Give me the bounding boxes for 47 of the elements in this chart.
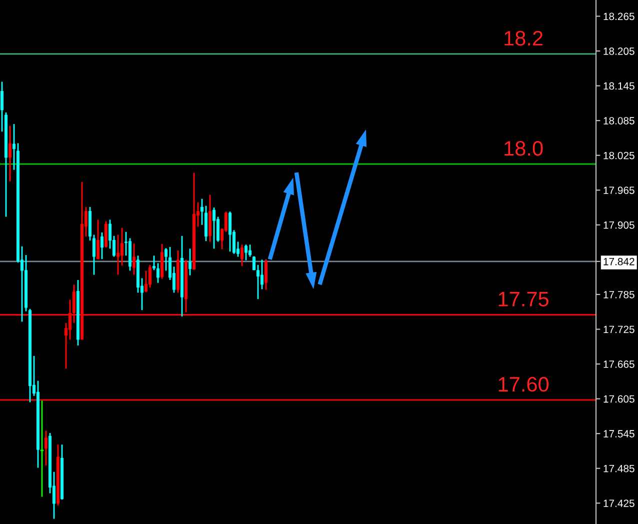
y-tick-label: 17.965 (604, 186, 634, 194)
candlestick (96, 218, 100, 260)
candlestick (0, 81, 4, 132)
candlestick (256, 264, 260, 300)
candlestick (240, 244, 244, 267)
candlestick (260, 258, 264, 290)
candlestick (100, 232, 104, 260)
y-tick-label: 17.605 (604, 395, 634, 403)
candlestick (132, 242, 136, 276)
candlestick (264, 258, 268, 291)
candlestick (244, 244, 248, 261)
candlestick (164, 247, 168, 272)
candlestick (212, 206, 216, 250)
y-tick-label: 18.085 (604, 117, 634, 124)
candlestick (152, 254, 156, 271)
candlestick (120, 227, 124, 266)
y-tick-label: 17.665 (604, 360, 634, 368)
candlestick (252, 256, 256, 271)
candlestick (204, 205, 208, 242)
y-tick-label: 17.425 (604, 500, 634, 508)
y-tick-label: 18.145 (604, 82, 634, 90)
y-tick-label: 17.725 (604, 326, 634, 334)
y-tick-label: 17.785 (604, 290, 634, 298)
candlestick (248, 244, 252, 258)
candlestick (12, 123, 16, 171)
candlestick (200, 198, 204, 226)
y-tick-label: 17.545 (604, 430, 634, 438)
y-tick-label: 17.485 (604, 464, 634, 472)
y-tick-label: 18.205 (604, 48, 634, 55)
candlestick (188, 248, 192, 276)
y-tick-label: 18.025 (604, 152, 634, 160)
candlestick (228, 210, 232, 252)
candlestick (116, 234, 120, 276)
candlestick (148, 264, 152, 288)
candlestick (8, 125, 12, 182)
y-tick-label: 18.265 (604, 12, 634, 20)
candlestick (144, 270, 148, 293)
ref-line-label: 18.0 (504, 141, 543, 156)
candlestick (92, 234, 96, 276)
y-tick-label: 17.905 (604, 221, 634, 229)
ref-line-label: 17.75 (498, 292, 548, 306)
ref-line-label: 18.2 (504, 30, 543, 46)
y-tick-label: 17.842 (604, 258, 634, 266)
ref-line-label: 17.60 (498, 376, 549, 392)
candlestick (104, 220, 108, 248)
candlestick (156, 262, 160, 284)
candlestick (44, 430, 48, 466)
